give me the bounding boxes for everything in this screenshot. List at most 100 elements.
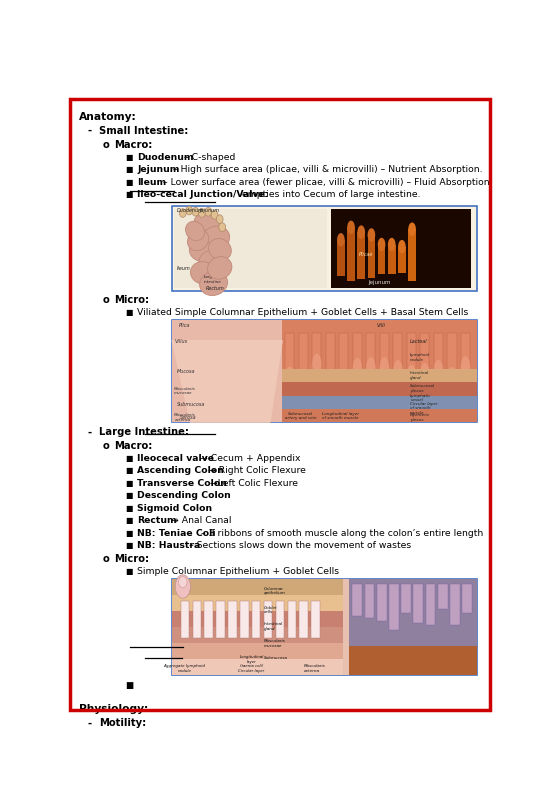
Text: Rectum: Rectum: [137, 516, 177, 525]
Text: NB: Teniae Coli: NB: Teniae Coli: [137, 529, 216, 537]
Bar: [352, 584, 362, 616]
Bar: [172, 206, 478, 291]
Bar: [434, 332, 443, 369]
Bar: [380, 332, 389, 367]
Text: – Sections slows down the movement of wastes: – Sections slows down the movement of wa…: [187, 541, 412, 550]
Text: -: -: [88, 718, 91, 728]
Text: o: o: [102, 441, 109, 451]
Text: Muscularis
mucosae: Muscularis mucosae: [174, 387, 196, 395]
Bar: [339, 332, 348, 382]
Bar: [288, 602, 296, 638]
Bar: [240, 602, 248, 638]
Text: Simple Columnar Epithelium + Goblet Cells: Simple Columnar Epithelium + Goblet Cell…: [137, 566, 340, 576]
Text: – 3 ribbons of smooth muscle along the colon’s entire length: – 3 ribbons of smooth muscle along the c…: [199, 529, 484, 537]
Bar: [388, 244, 395, 274]
Text: Macro:: Macro:: [114, 441, 152, 451]
Bar: [311, 602, 320, 638]
Bar: [420, 332, 429, 372]
Ellipse shape: [388, 238, 395, 252]
Ellipse shape: [185, 221, 205, 240]
Ellipse shape: [461, 356, 470, 376]
Bar: [276, 602, 284, 638]
Text: Lymphatic
vessel: Lymphatic vessel: [410, 393, 432, 402]
Bar: [353, 332, 362, 368]
Text: – Lower surface area (fewer plicae, villi & microvilli) – Fluid Absorption: – Lower surface area (fewer plicae, vill…: [160, 178, 490, 187]
Text: ■: ■: [126, 541, 133, 550]
Text: Jejunum: Jejunum: [369, 280, 391, 284]
Bar: [350, 579, 478, 674]
Text: Plicae: Plicae: [358, 252, 373, 257]
Ellipse shape: [200, 272, 228, 296]
Text: ■: ■: [126, 479, 133, 488]
Text: ■: ■: [126, 529, 133, 537]
Bar: [228, 602, 237, 638]
Text: ■: ■: [126, 504, 133, 513]
Ellipse shape: [312, 353, 321, 373]
Bar: [252, 602, 260, 638]
Text: ■: ■: [126, 466, 133, 475]
Text: ■: ■: [126, 454, 133, 463]
Text: Intestinal
gland: Intestinal gland: [410, 371, 429, 380]
Text: Muscularis
externa: Muscularis externa: [304, 664, 325, 673]
Bar: [282, 320, 478, 422]
Ellipse shape: [380, 357, 389, 377]
Bar: [299, 332, 308, 379]
Text: Goblet
cells: Goblet cells: [264, 606, 277, 614]
Text: o: o: [102, 139, 109, 150]
Bar: [447, 332, 457, 376]
Text: ■: ■: [126, 516, 133, 525]
Bar: [401, 584, 411, 614]
Ellipse shape: [216, 215, 223, 223]
Bar: [172, 579, 343, 595]
Ellipse shape: [205, 207, 212, 216]
Text: Ileo-cecal Junction/Valve:: Ileo-cecal Junction/Valve:: [137, 190, 269, 199]
Text: Longitudinal
layer
(taenia coli)
Circular layer: Longitudinal layer (taenia coli) Circula…: [238, 655, 265, 673]
Ellipse shape: [407, 364, 416, 384]
Text: Muscularis
externa: Muscularis externa: [174, 413, 196, 421]
Bar: [347, 227, 355, 281]
Text: ■: ■: [126, 491, 133, 501]
Ellipse shape: [420, 363, 429, 383]
Ellipse shape: [194, 211, 219, 238]
Bar: [414, 584, 423, 622]
Ellipse shape: [434, 360, 443, 380]
Text: Rectum: Rectum: [206, 286, 225, 291]
Bar: [172, 643, 343, 658]
Bar: [282, 409, 478, 422]
Bar: [408, 229, 416, 280]
Bar: [426, 584, 435, 625]
Bar: [174, 209, 327, 288]
Bar: [450, 584, 460, 626]
Bar: [364, 584, 374, 618]
Bar: [378, 244, 386, 274]
Text: Small Intestine:: Small Intestine:: [100, 126, 189, 136]
Bar: [181, 602, 189, 638]
Bar: [172, 320, 282, 422]
Bar: [172, 611, 343, 627]
Ellipse shape: [199, 250, 225, 273]
Text: Submucosa: Submucosa: [177, 402, 205, 407]
Bar: [172, 320, 478, 422]
Text: Motility:: Motility:: [100, 718, 147, 728]
Bar: [205, 602, 213, 638]
Ellipse shape: [366, 357, 375, 377]
Bar: [331, 209, 472, 288]
Text: Villi: Villi: [377, 324, 386, 328]
Bar: [285, 332, 294, 376]
Text: Jejunum: Jejunum: [200, 208, 220, 213]
Text: Macro:: Macro:: [114, 139, 152, 150]
Text: Large
intestine: Large intestine: [204, 276, 222, 284]
Text: Micro:: Micro:: [114, 553, 149, 564]
Text: o: o: [102, 295, 109, 305]
Text: Villus: Villus: [174, 339, 188, 344]
Bar: [337, 239, 345, 276]
Text: Circular layer
of smooth
muscle: Circular layer of smooth muscle: [410, 402, 438, 415]
Text: Lacteal: Lacteal: [410, 339, 428, 344]
Text: → Right Colic Flexure: → Right Colic Flexure: [205, 466, 306, 475]
Text: -: -: [88, 427, 91, 437]
Ellipse shape: [325, 375, 335, 395]
Polygon shape: [172, 340, 282, 422]
Ellipse shape: [393, 360, 403, 380]
Text: Lymphoid
nodule: Lymphoid nodule: [410, 353, 430, 361]
Text: Anatomy:: Anatomy:: [79, 111, 137, 122]
